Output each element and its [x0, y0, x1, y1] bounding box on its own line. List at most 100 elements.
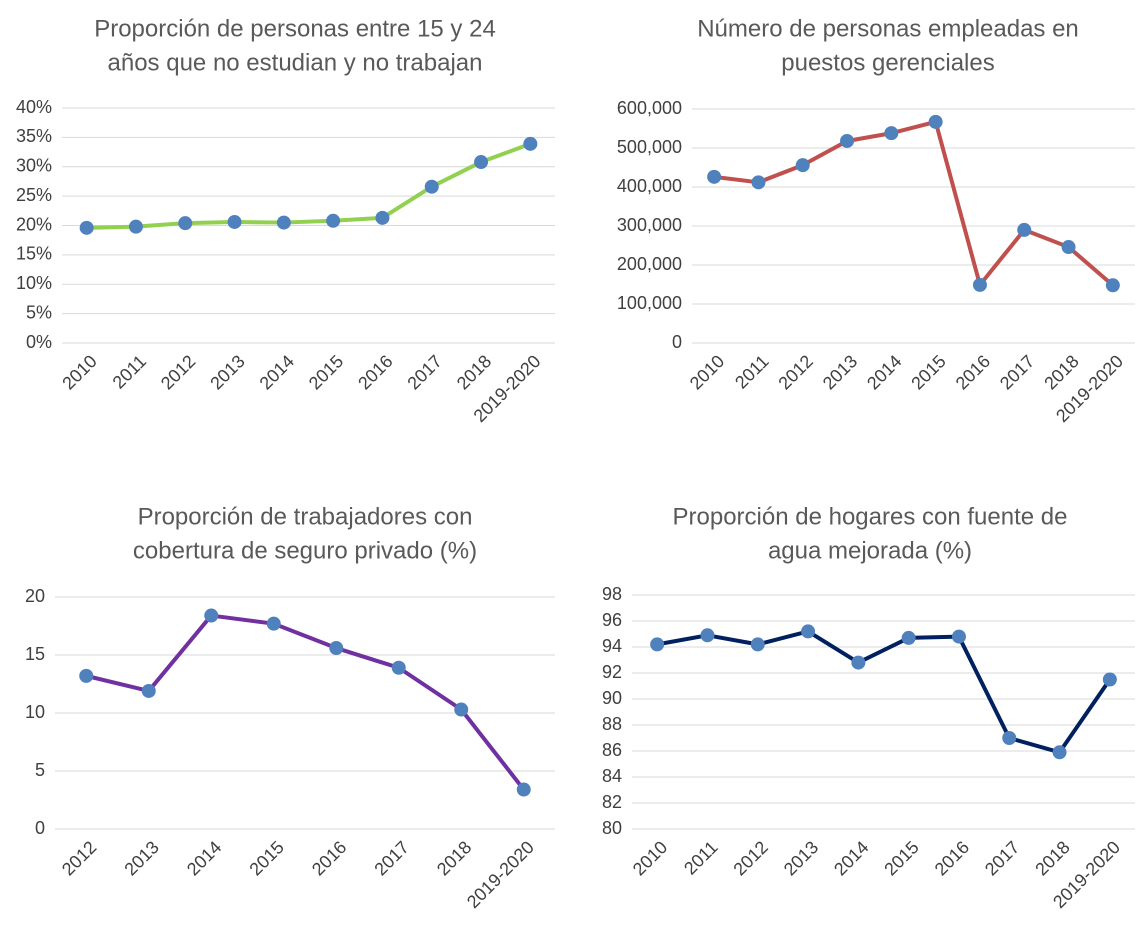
- data-point: [141, 683, 156, 698]
- x-tick-label: 2015: [907, 351, 949, 393]
- y-tick-label: 20%: [16, 214, 52, 234]
- x-tick-label: 2010: [686, 351, 728, 393]
- y-tick-label: 0%: [26, 332, 52, 352]
- y-tick-label: 88: [602, 714, 622, 734]
- chart-title: Proporción de hogares con fuente de: [673, 503, 1068, 530]
- series-line: [713, 119, 1115, 287]
- y-tick-label: 92: [602, 662, 622, 682]
- data-point: [1002, 731, 1017, 745]
- x-tick-label: 2016: [952, 351, 994, 393]
- x-tick-label: 2014: [863, 351, 905, 393]
- x-tick-label: 2012: [58, 837, 100, 879]
- data-point: [851, 655, 866, 670]
- y-tick-label: 40%: [16, 97, 52, 117]
- x-tick-label: 2018: [1031, 837, 1073, 879]
- y-tick-label: 400,000: [617, 176, 682, 196]
- x-tick-label: 2015: [245, 837, 287, 879]
- x-tick-label: 2017: [996, 351, 1038, 393]
- data-point: [227, 214, 242, 229]
- data-point: [951, 629, 966, 644]
- data-point: [650, 637, 665, 652]
- x-tick-label: 2017: [370, 837, 412, 879]
- x-tick-label: 2013: [780, 837, 822, 879]
- y-tick-label: 500,000: [617, 137, 682, 157]
- x-tick-label: 2016: [354, 351, 396, 393]
- series-line: [86, 141, 532, 230]
- series-line: [85, 613, 526, 791]
- x-tick-label: 2012: [729, 837, 771, 879]
- chart-title: puestos gerenciales: [781, 49, 994, 76]
- data-point: [79, 668, 94, 683]
- x-tick-label: 2013: [206, 351, 248, 393]
- data-point: [928, 114, 943, 129]
- data-point: [178, 216, 193, 231]
- data-point: [516, 782, 531, 797]
- data-point: [424, 179, 439, 194]
- data-point: [1061, 240, 1076, 255]
- x-tick-label: 2011: [731, 351, 773, 393]
- y-tick-label: 98: [602, 584, 622, 604]
- x-tick-label: 2013: [819, 351, 861, 393]
- y-tick-label: 15: [25, 644, 45, 664]
- chart-title: Proporción de trabajadores con: [138, 503, 473, 530]
- data-point: [750, 637, 765, 652]
- y-tick-label: 0: [35, 818, 45, 838]
- x-tick-label: 2018: [453, 351, 495, 393]
- y-tick-label: 84: [602, 766, 622, 786]
- data-point: [801, 624, 816, 639]
- x-tick-label: 2012: [774, 351, 816, 393]
- series-line: [656, 629, 1112, 755]
- data-point: [474, 155, 489, 170]
- y-tick-label: 5: [35, 760, 45, 780]
- chart-title: Número de personas empleadas en: [697, 15, 1079, 42]
- data-point: [454, 702, 469, 717]
- x-tick-label: 2015: [305, 351, 347, 393]
- data-point: [329, 641, 344, 656]
- y-tick-label: 0: [672, 332, 682, 352]
- x-tick-label: 2010: [58, 351, 100, 393]
- chart-title: Proporción de personas entre 15 y 24: [94, 15, 496, 42]
- data-point: [840, 133, 855, 148]
- y-tick-label: 200,000: [617, 254, 682, 274]
- y-tick-label: 35%: [16, 126, 52, 146]
- x-tick-label: 2016: [931, 837, 973, 879]
- y-tick-label: 100,000: [617, 293, 682, 313]
- y-tick-label: 82: [602, 792, 622, 812]
- x-tick-label: 2013: [120, 837, 162, 879]
- chart-title: años que no estudian y no trabajan: [108, 49, 483, 76]
- data-point: [700, 628, 715, 643]
- x-tick-label: 2012: [157, 351, 199, 393]
- chart-title: agua mejorada (%): [768, 537, 972, 564]
- chart-title: cobertura de seguro privado (%): [133, 537, 477, 564]
- y-tick-label: 94: [602, 636, 622, 656]
- y-tick-label: 80: [602, 818, 622, 838]
- y-tick-label: 25%: [16, 185, 52, 205]
- data-point: [375, 210, 390, 225]
- data-point: [128, 219, 143, 234]
- y-tick-label: 10%: [16, 273, 52, 293]
- y-tick-label: 5%: [26, 302, 52, 322]
- x-tick-label: 2014: [183, 837, 225, 879]
- x-tick-label: 2010: [629, 837, 671, 879]
- data-point: [751, 175, 766, 190]
- y-tick-label: 30%: [16, 156, 52, 176]
- y-tick-label: 300,000: [617, 215, 682, 235]
- data-point: [1102, 672, 1117, 687]
- data-point: [795, 158, 810, 173]
- data-point: [707, 169, 722, 184]
- data-point: [391, 660, 406, 675]
- x-tick-label: 2017: [981, 837, 1023, 879]
- data-point: [79, 220, 94, 235]
- x-tick-label: 2019-2020: [463, 837, 538, 912]
- x-tick-label: 2014: [256, 351, 298, 393]
- data-point: [901, 630, 916, 645]
- x-tick-label: 2015: [880, 837, 922, 879]
- y-tick-label: 90: [602, 688, 622, 708]
- y-tick-label: 96: [602, 610, 622, 630]
- x-tick-label: 2011: [109, 351, 151, 393]
- data-point: [204, 608, 219, 623]
- data-point: [326, 213, 341, 228]
- data-point: [266, 616, 281, 631]
